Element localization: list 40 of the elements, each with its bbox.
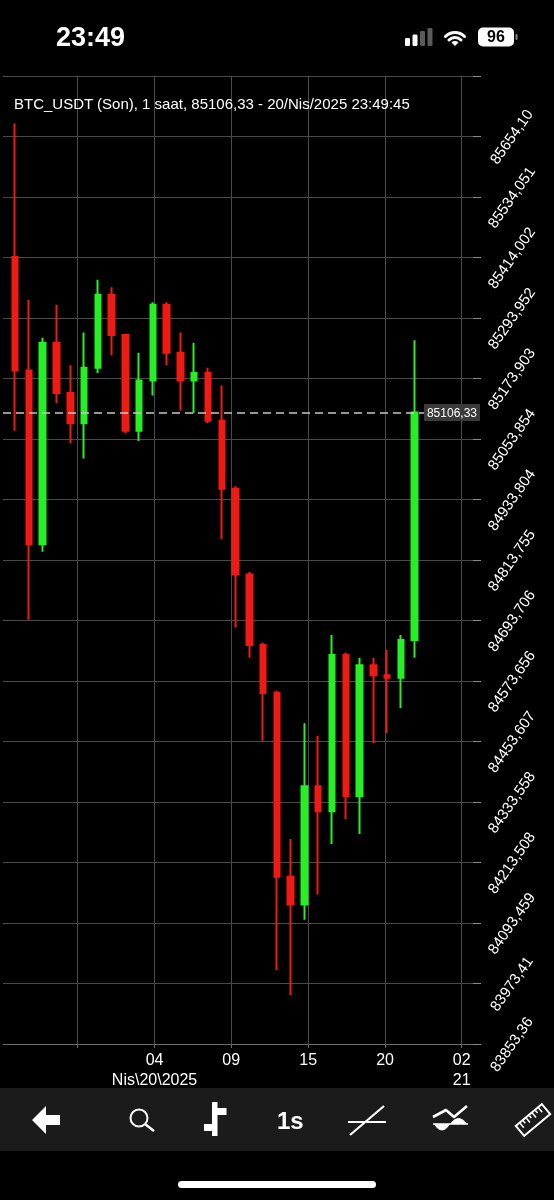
- candlestick: [25, 298, 33, 621]
- candlestick: [245, 570, 254, 659]
- candlestick: [369, 656, 378, 745]
- ref-line-label: 85106,33: [426, 405, 478, 420]
- candlestick: [135, 351, 143, 442]
- x-tick-label: 04 Nis\20\2025: [111, 1050, 198, 1088]
- candlestick: [273, 689, 281, 972]
- candlestick: [162, 301, 171, 367]
- candlestick: [218, 384, 226, 541]
- candlestick: [204, 366, 212, 425]
- candlestick: [52, 303, 61, 405]
- candlestick: [328, 633, 336, 846]
- candlestick: [149, 301, 157, 397]
- candlestick: [286, 838, 295, 997]
- x-tick-label: 09: [222, 1050, 241, 1068]
- candlestick: [38, 336, 47, 553]
- candlestick: [80, 331, 88, 460]
- x-tick-label: 15: [299, 1050, 318, 1068]
- candlestick: [94, 278, 102, 374]
- candlestick: [383, 649, 391, 735]
- candlestick: [314, 734, 322, 896]
- candlestick: [66, 364, 75, 445]
- candlestick: [300, 722, 309, 921]
- text: 23:49: [56, 21, 126, 53]
- candlestick: [355, 656, 364, 836]
- text: BTC_USDT (Son), 1 saat, 85106,33 - 20/Nis/2025 23:49:45: [14, 95, 410, 112]
- candlestick: [259, 641, 267, 742]
- candlestick: [231, 485, 240, 629]
- candlestick: [397, 633, 405, 710]
- candlestick: [121, 334, 130, 435]
- candlestick: [11, 122, 19, 432]
- text: 1s: [277, 1107, 304, 1135]
- candlestick: [107, 286, 116, 357]
- candlestick: [410, 339, 419, 659]
- candlestick: [176, 331, 185, 412]
- candlestick: [190, 341, 198, 415]
- x-tick-label: 20: [376, 1050, 395, 1068]
- candlestick: [342, 651, 350, 820]
- text: 96: [487, 27, 505, 47]
- x-tick-label: 02 21: [452, 1050, 471, 1088]
